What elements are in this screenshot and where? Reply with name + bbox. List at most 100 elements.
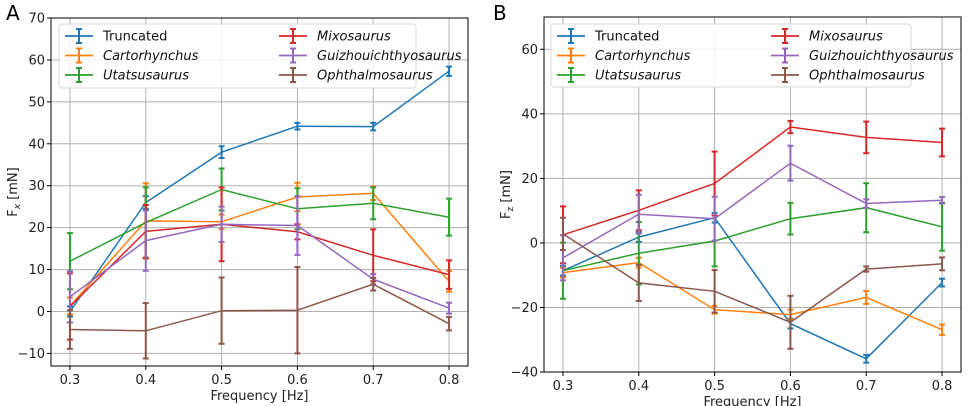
series-line-cartorhynchus xyxy=(562,261,943,331)
error-bar-guizhouichthyosaurus xyxy=(939,196,946,205)
error-bar-ophthalmosaurus xyxy=(635,263,642,302)
series-truncated xyxy=(66,65,453,318)
y-tick-label: −10 xyxy=(18,347,45,362)
error-bar-guizhouichthyosaurus xyxy=(863,198,870,209)
panel-a: A 0.3 0.4 0.5 0.6 0.7 0.8 −10 0 10 20 30 40 50 60 70 F… xyxy=(6,1,469,404)
error-bar-ophthalmosaurus xyxy=(559,216,566,252)
error-bar-cartorhynchus xyxy=(863,289,870,305)
legend-item-ophthalmosaurus: Ophthalmosaurus xyxy=(771,67,925,84)
legend-label: Utatsusaurus xyxy=(103,69,189,84)
axes-frame-b xyxy=(543,16,962,373)
error-bar-truncated xyxy=(218,145,225,160)
y-tick-label: −40 xyxy=(511,366,538,381)
error-bar-ophthalmosaurus xyxy=(787,294,794,350)
x-tick-label: 0.3 xyxy=(60,373,81,388)
legend-item-truncated: Truncated xyxy=(557,28,659,45)
x-tick-label: 0.5 xyxy=(211,373,232,388)
legend-item-cartorhynchus: Cartorhynchus xyxy=(557,47,691,64)
legend-item-cartorhynchus: Cartorhynchus xyxy=(65,47,199,64)
legend-box xyxy=(58,23,417,89)
error-bar-mixosaurus xyxy=(787,119,794,135)
error-bar-utatsusaurus xyxy=(787,201,794,236)
y-label-sub-b: z xyxy=(506,206,516,211)
legend-item-ophthalmosaurus: Ophthalmosaurus xyxy=(279,67,433,84)
x-tick-label: 0.4 xyxy=(628,379,649,394)
error-bar-utatsusaurus xyxy=(370,186,377,221)
legend-label: Truncated xyxy=(102,30,167,45)
y-tick-label: 40 xyxy=(521,107,538,122)
series-group-b xyxy=(559,119,946,364)
legend-label: Ophthalmosaurus xyxy=(809,69,925,84)
y-tick-label: 50 xyxy=(28,95,45,110)
error-bar-ophthalmosaurus xyxy=(939,256,946,272)
panel-label-a: A xyxy=(6,1,20,25)
legend-label: Ophthalmosaurus xyxy=(317,69,433,84)
legend-item-guizhouichthyosaurus: Guizhouichthyosaurus xyxy=(771,47,954,64)
error-bar-truncated xyxy=(294,121,301,131)
y-label-sub-a: x xyxy=(13,203,23,210)
series-truncated xyxy=(559,211,946,364)
legend-label: Guizhouichthyosaurus xyxy=(317,49,462,64)
axes-frame-a xyxy=(50,17,469,367)
legend-item-utatsusaurus: Utatsusaurus xyxy=(65,67,189,84)
series-line-utatsusaurus xyxy=(562,206,943,272)
legend-item-mixosaurus: Mixosaurus xyxy=(771,28,883,45)
legend-a: Truncated Cartorhynchus Utatsusaurus Mixosa… xyxy=(58,23,462,89)
error-bar-guizhouichthyosaurus xyxy=(787,144,794,182)
error-bar-ophthalmosaurus xyxy=(370,276,377,292)
x-axis-label-a: Frequency [Hz] xyxy=(210,389,308,404)
error-bar-ophthalmosaurus xyxy=(66,309,73,350)
y-tick-label: 0 xyxy=(530,236,538,251)
y-axis-label-b: Fz [mN] xyxy=(499,170,516,219)
x-tick-label: 0.6 xyxy=(780,379,801,394)
y-tick-label: 40 xyxy=(28,137,45,152)
error-bar-ophthalmosaurus xyxy=(863,265,870,273)
error-bar-mixosaurus xyxy=(939,127,946,158)
ticks-a: 0.3 0.4 0.5 0.6 0.7 0.8 −10 0 10 20 30 40 50 60 70 xyxy=(18,12,460,389)
legend-label: Cartorhynchus xyxy=(103,49,199,64)
y-tick-label: 20 xyxy=(521,172,538,187)
ticks-b: 0.3 0.4 0.5 0.6 0.7 0.8 −40 −20 0 20 40 60 xyxy=(511,43,953,394)
legend-b: Truncated Cartorhynchus Utatsusaurus Mixosa… xyxy=(550,23,954,88)
series-line-mixosaurus xyxy=(562,126,943,236)
panel-b: B 0.3 0.4 0.5 0.6 0.7 0.8 −40 −20 0 20 40 60 Freque… xyxy=(493,1,962,406)
y-axis-label-a: Fx [mN] xyxy=(6,167,23,216)
x-tick-label: 0.8 xyxy=(932,379,953,394)
error-bar-ophthalmosaurus xyxy=(446,315,453,332)
series-group-a xyxy=(66,65,453,360)
y-label-unit-a: [mN] xyxy=(6,167,21,204)
error-bar-guizhouichthyosaurus xyxy=(294,195,301,256)
legend-item-guizhouichthyosaurus: Guizhouichthyosaurus xyxy=(279,47,462,64)
y-label-main-a: F xyxy=(6,209,21,216)
x-tick-label: 0.3 xyxy=(553,379,574,394)
series-ophthalmosaurus xyxy=(66,266,453,360)
error-bar-guizhouichthyosaurus xyxy=(635,193,642,235)
y-tick-label: 0 xyxy=(37,305,45,320)
series-utatsusaurus xyxy=(66,167,453,291)
y-label-main-b: F xyxy=(499,211,514,218)
y-tick-label: 30 xyxy=(28,179,45,194)
legend-label: Mixosaurus xyxy=(317,30,391,45)
series-ophthalmosaurus xyxy=(559,216,946,350)
error-bar-guizhouichthyosaurus xyxy=(142,209,149,272)
x-tick-label: 0.8 xyxy=(439,373,460,388)
series-line-guizhouichthyosaurus xyxy=(69,223,450,309)
error-bar-guizhouichthyosaurus xyxy=(218,205,225,243)
y-tick-label: −20 xyxy=(511,301,538,316)
x-axis-label-b: Frequency [Hz] xyxy=(703,395,801,406)
legend-item-mixosaurus: Mixosaurus xyxy=(279,28,391,45)
series-line-ophthalmosaurus xyxy=(69,283,450,332)
legend-item-utatsusaurus: Utatsusaurus xyxy=(557,67,681,84)
series-mixosaurus xyxy=(559,119,946,265)
y-tick-label: 20 xyxy=(28,221,45,236)
legend-box xyxy=(550,23,912,88)
y-tick-label: 70 xyxy=(28,12,45,27)
error-bar-guizhouichthyosaurus xyxy=(446,301,453,315)
error-bar-truncated xyxy=(370,121,377,132)
legend-label: Mixosaurus xyxy=(809,30,883,45)
x-tick-label: 0.6 xyxy=(287,373,308,388)
error-bar-mixosaurus xyxy=(863,120,870,155)
series-guizhouichthyosaurus xyxy=(66,195,453,324)
series-mixosaurus xyxy=(66,186,453,341)
